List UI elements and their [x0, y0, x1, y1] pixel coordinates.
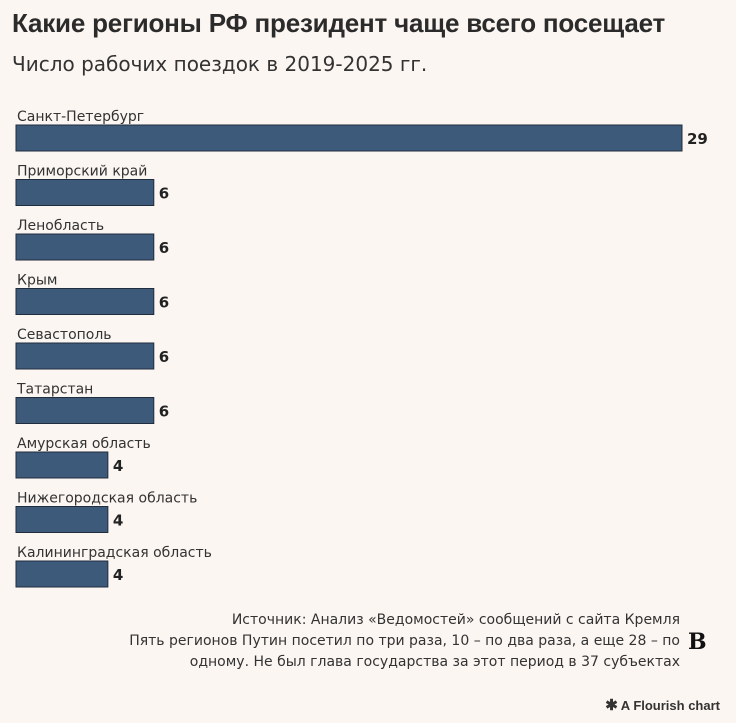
note-line-1: Пять регионов Путин посетил по три раза,…	[129, 633, 680, 649]
category-label: Приморский край	[17, 164, 147, 180]
asterisk-icon: ✱	[605, 697, 618, 714]
value-label: 29	[687, 130, 708, 148]
category-label: Калининградская область	[17, 545, 212, 561]
value-label: 4	[113, 566, 123, 584]
bar[interactable]	[15, 397, 155, 424]
value-label: 6	[159, 348, 169, 366]
category-label: Татарстан	[16, 382, 93, 398]
category-label: Севастополь	[17, 327, 112, 343]
value-label: 6	[159, 239, 169, 257]
category-label: Санкт-Петербург	[17, 109, 144, 125]
value-label: 4	[113, 512, 123, 530]
bar[interactable]	[15, 451, 109, 479]
bar[interactable]	[15, 124, 683, 152]
value-label: 6	[159, 403, 169, 421]
bar[interactable]	[15, 233, 155, 261]
note-line-2: одному. Не был глава государства за этот…	[189, 654, 680, 670]
category-label: Крым	[17, 273, 57, 289]
flourish-credit-label: A Flourish chart	[620, 698, 720, 713]
bar[interactable]	[15, 179, 155, 206]
value-label: 4	[113, 457, 123, 475]
bar[interactable]	[15, 288, 155, 315]
value-label: 6	[159, 294, 169, 312]
bar[interactable]	[15, 560, 109, 588]
flourish-credit[interactable]: ✱ A Flourish chart	[605, 696, 720, 714]
bar-chart: Санкт-Петербург 29 Приморский край 6 Ленобла…	[15, 109, 708, 588]
chart-title: Какие регионы РФ президент чаще всего по…	[12, 8, 666, 38]
category-label: Нижегородская область	[17, 491, 197, 507]
category-label: Ленобласть	[17, 218, 104, 234]
category-label: Амурская область	[17, 436, 151, 452]
bar[interactable]	[15, 342, 155, 370]
chart-subtitle: Число рабочих поездок в 2019-2025 гг.	[12, 52, 428, 76]
source-note: Источник: Анализ «Ведомостей» сообщений …	[231, 612, 680, 628]
bar[interactable]	[15, 506, 109, 533]
chart-notes: Источник: Анализ «Ведомостей» сообщений …	[129, 610, 680, 673]
value-label: 6	[159, 185, 169, 203]
vedomosti-logo: B	[688, 629, 707, 655]
